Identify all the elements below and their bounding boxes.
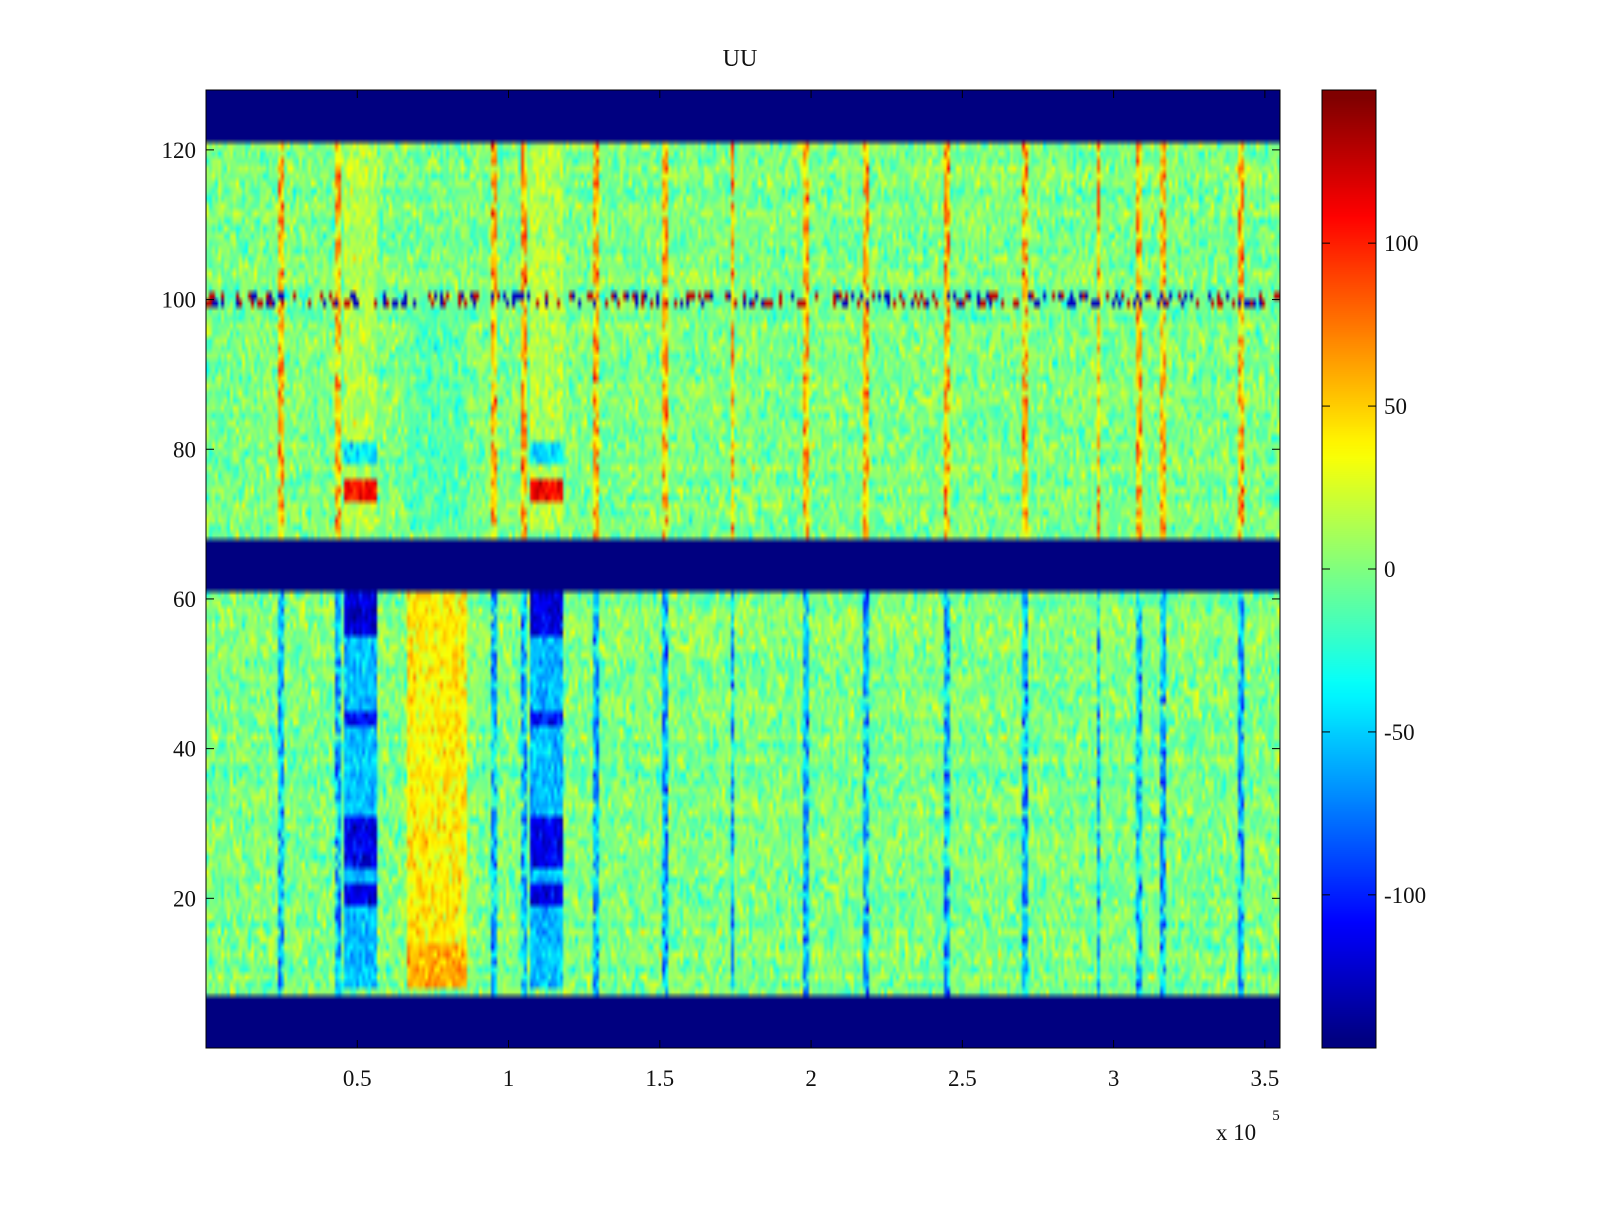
y-tick-label: 80	[173, 437, 196, 462]
x-tick-label: 1	[503, 1066, 515, 1091]
y-axis: 20 40 60 80 100 120	[162, 138, 1280, 911]
x-axis: 0.5 1 1.5 2 2.5 3 3.5	[343, 90, 1279, 1091]
plot-area: 0.5 1 1.5 2 2.5 3 3.5 20 40 60 80 100 120 x 10 5	[162, 89, 1281, 1145]
plot-frame	[205, 89, 1281, 1049]
x-tick-label: 2	[805, 1066, 817, 1091]
colorbar-tick-label: -50	[1384, 720, 1415, 745]
x-tick-label: 1.5	[645, 1066, 674, 1091]
colorbar-axis: 100 50 0 -50 -100	[1322, 231, 1426, 908]
colorbar-tick-label: 0	[1384, 557, 1396, 582]
x-multiplier-exponent: 5	[1272, 1108, 1280, 1124]
colorbar: 100 50 0 -50 -100	[1321, 89, 1426, 1049]
colorbar-tick-label: 50	[1384, 394, 1407, 419]
colorbar-tick-label: -100	[1384, 883, 1426, 908]
y-tick-label: 60	[173, 587, 196, 612]
y-tick-label: 120	[162, 138, 197, 163]
heatmap-cells	[206, 90, 1280, 1048]
x-tick-label: 3.5	[1250, 1066, 1279, 1091]
colorbar-tick-label: 100	[1384, 231, 1419, 256]
x-tick-label: 3	[1108, 1066, 1120, 1091]
y-tick-label: 20	[173, 886, 196, 911]
x-tick-label: 2.5	[948, 1066, 977, 1091]
y-tick-label: 100	[162, 288, 197, 313]
x-tick-label: 0.5	[343, 1066, 372, 1091]
colorbar-gradient	[1322, 90, 1376, 1048]
y-tick-label: 40	[173, 737, 196, 762]
chart-title: UU	[723, 46, 758, 72]
x-multiplier-label: x 10	[1216, 1120, 1256, 1145]
